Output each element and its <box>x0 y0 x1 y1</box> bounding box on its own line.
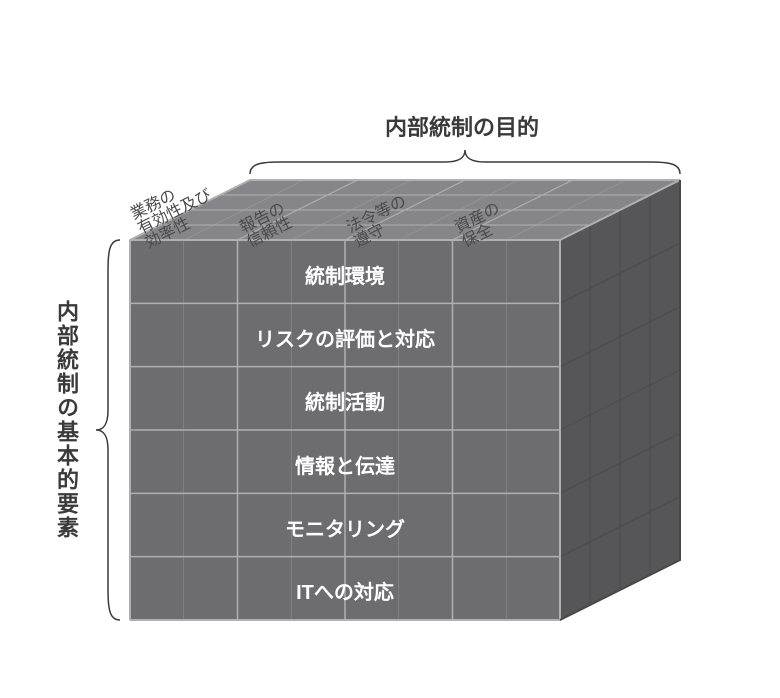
coso-cube-diagram: 内部統制の目的 内部統制の基本的要素 業務の有効性及び効率性報告の信頼性法令等の… <box>0 0 780 698</box>
component-label: ITへの対応 <box>130 576 560 605</box>
component-label: リスクの評価と対応 <box>130 323 560 352</box>
component-label: 統制環境 <box>130 260 560 289</box>
left-axis-title: 内部統制の基本的要素 <box>50 300 82 540</box>
component-label: 情報と伝達 <box>130 450 560 479</box>
top-axis-title: 内部統制の目的 <box>385 110 539 142</box>
component-label: モニタリング <box>130 513 560 542</box>
component-label: 統制活動 <box>130 386 560 415</box>
